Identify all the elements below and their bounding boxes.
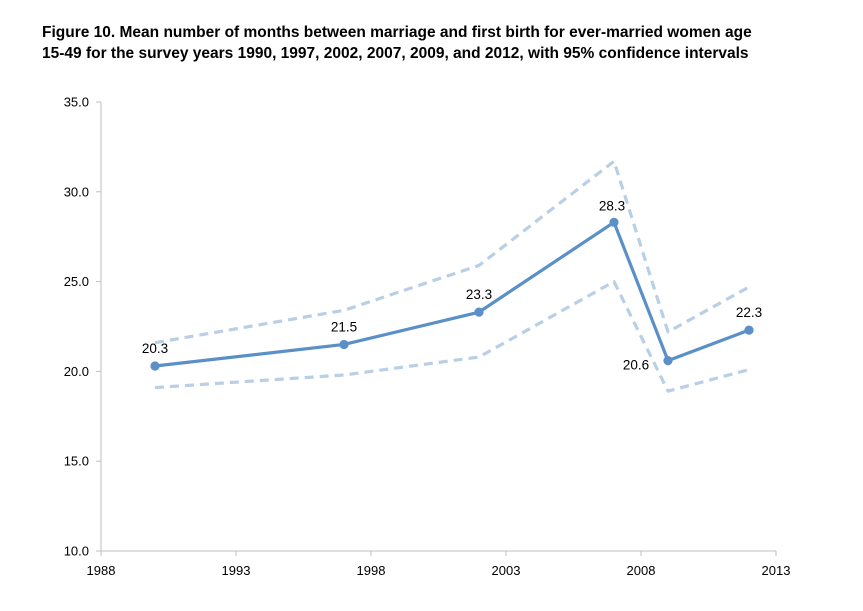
x-tick-label: 2013 [762,563,791,578]
chart-title-line-2: 15-49 for the survey years 1990, 1997, 2… [42,45,749,62]
x-tick-label: 2008 [627,563,656,578]
mean-point [609,217,619,227]
ci-upper-line [154,159,750,345]
mean-point [663,356,673,366]
x-tick-label: 2003 [492,563,521,578]
x-tick-label: 1988 [87,563,116,578]
y-tick-label: 15.0 [64,454,89,469]
mean-point [474,307,484,317]
ci-lower-line [154,280,750,393]
y-tick-label: 35.0 [64,95,89,110]
data-label: 22.3 [736,305,762,320]
data-label: 21.5 [331,319,357,334]
x-tick-label: 1998 [357,563,386,578]
data-label: 20.6 [623,358,649,373]
chart-title-line-1: Figure 10. Mean number of months between… [42,24,752,41]
data-label: 20.3 [142,341,168,356]
chart-title: Figure 10. Mean number of months between… [42,22,842,64]
mean-line [154,220,750,368]
mean-point [150,361,160,371]
mean-point [744,325,754,335]
y-tick-label: 10.0 [64,544,89,559]
data-label: 23.3 [466,287,492,302]
x-tick-label: 1993 [222,563,251,578]
y-tick-label: 20.0 [64,364,89,379]
data-label: 28.3 [599,198,625,213]
mean-point [339,339,349,350]
y-tick-label: 25.0 [64,274,89,289]
y-tick-label: 30.0 [64,184,89,199]
